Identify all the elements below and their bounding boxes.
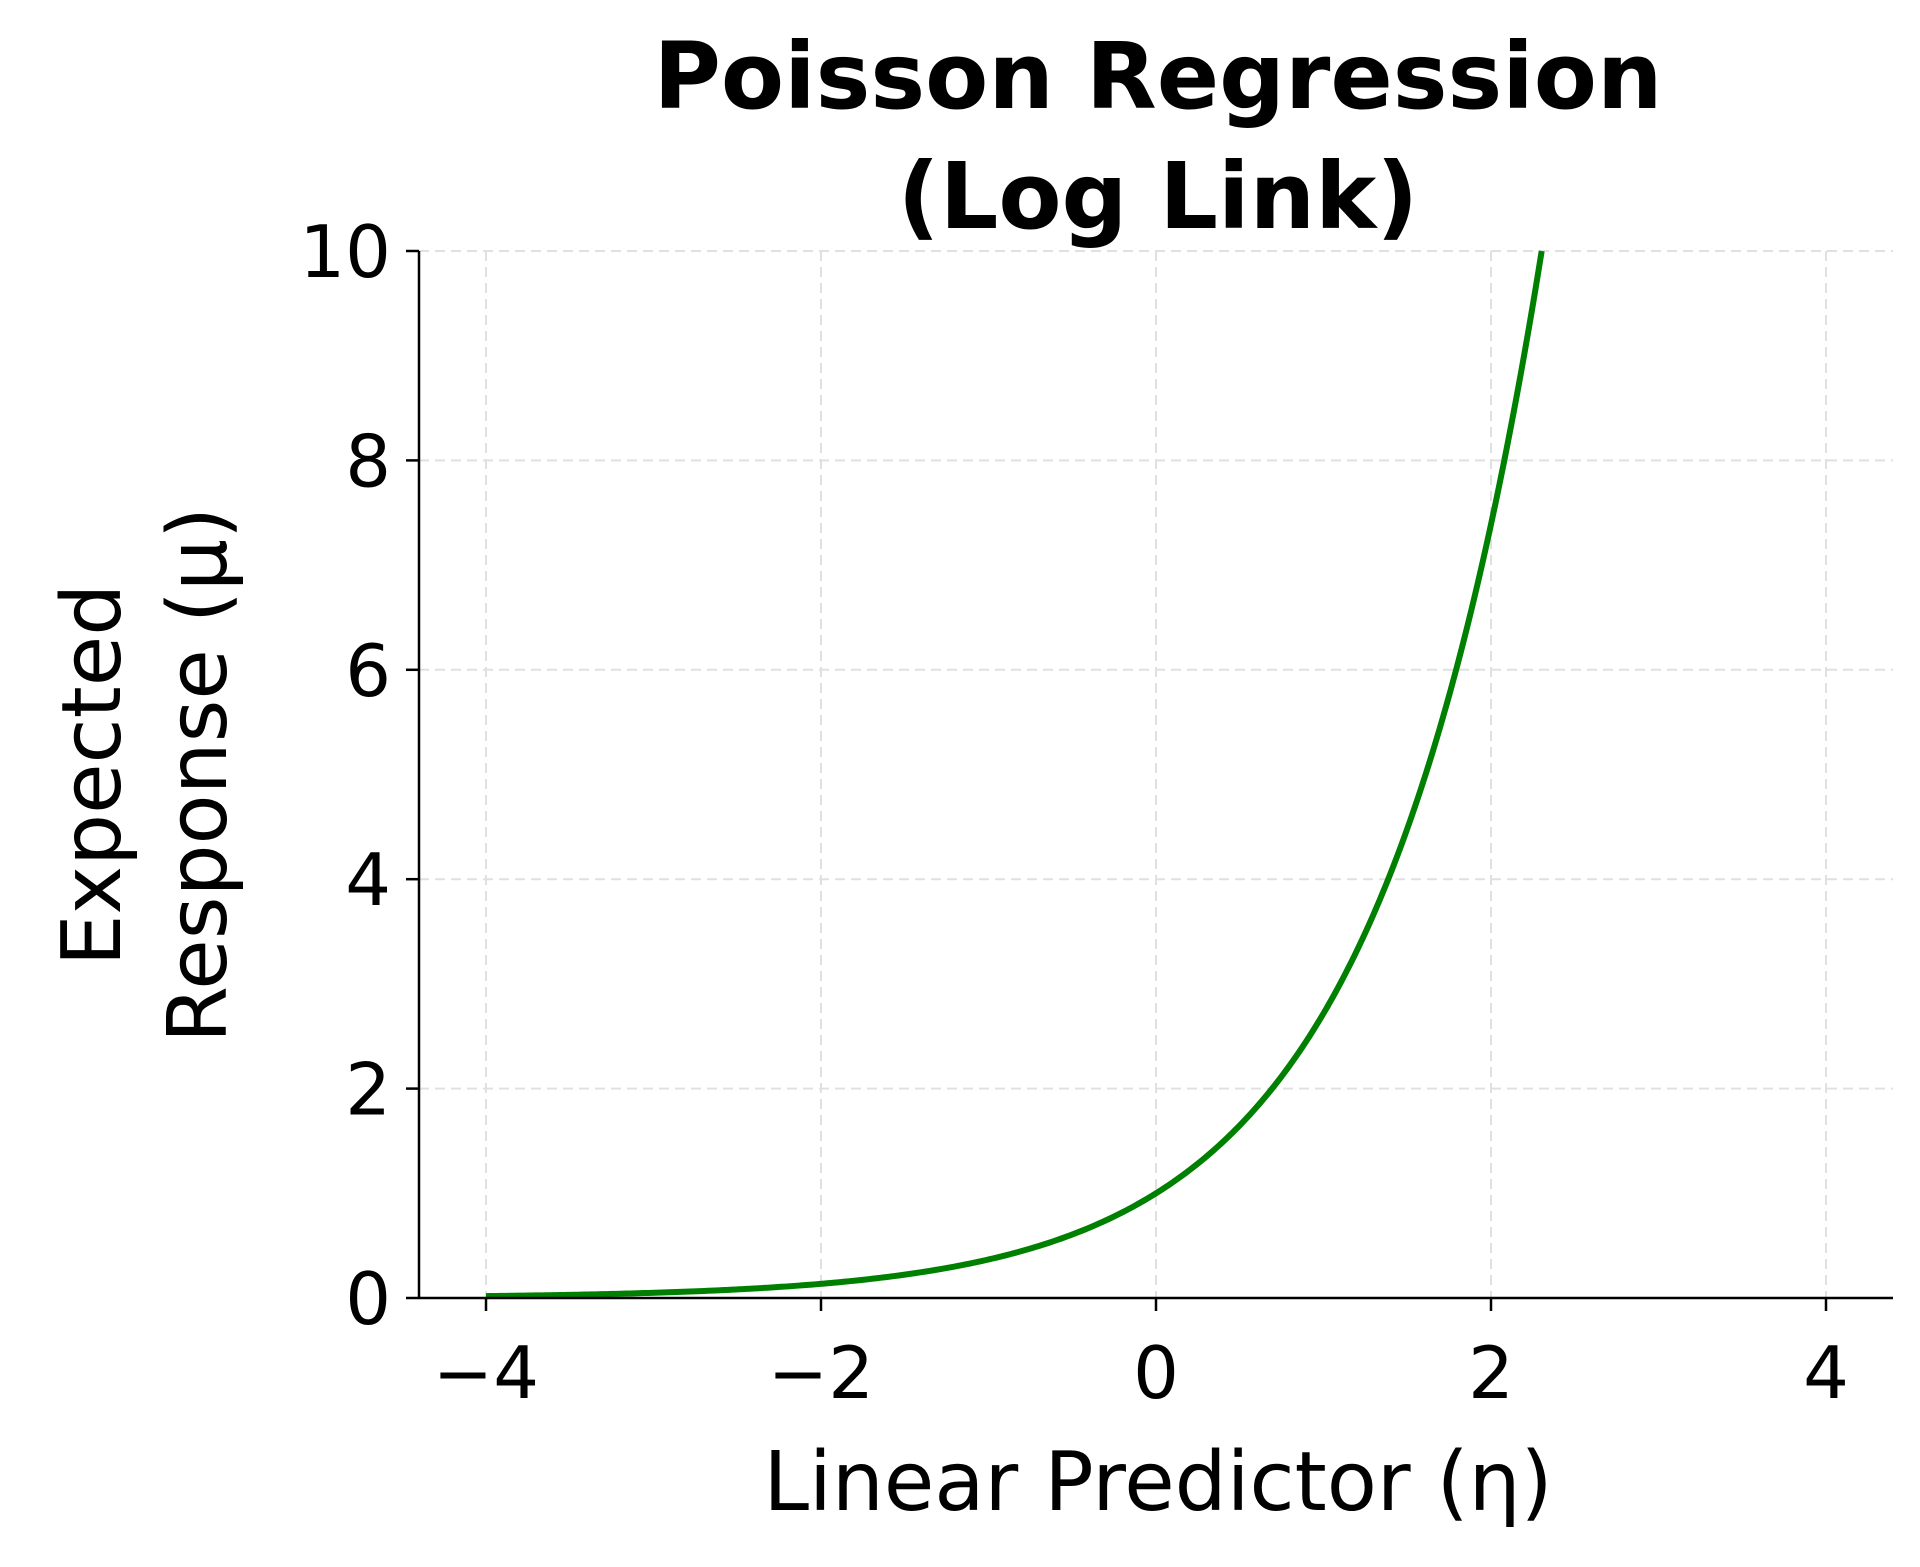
x-tick-label: 4 [1803,1331,1849,1415]
x-tick-label: 0 [1133,1331,1179,1415]
series-line [485,250,1545,1300]
x-axis-label: Linear Predictor (η) [763,1435,1552,1530]
y-tick-label: 8 [345,419,391,503]
x-ticks: −4 −2 0 2 4 [433,1298,1849,1415]
chart-title-line-2: (Log Link) [898,143,1419,250]
y-tick-label: 2 [345,1048,391,1132]
y-ticks: 0 2 4 6 8 10 [299,210,419,1341]
y-axis-label-line-1: Expected [45,584,140,967]
x-tick-label: −4 [433,1331,539,1415]
x-tick-label: −2 [768,1331,874,1415]
y-tick-label: 6 [345,629,391,713]
y-axis-label-line-2: Response (μ) [151,507,246,1043]
y-tick-label: 10 [299,210,391,294]
grid [419,250,1893,1299]
y-tick-label: 0 [345,1257,391,1341]
chart-title-line-1: Poisson Regression [653,23,1662,130]
y-tick-label: 4 [345,838,391,922]
series [485,250,1545,1300]
x-tick-label: 2 [1468,1331,1514,1415]
